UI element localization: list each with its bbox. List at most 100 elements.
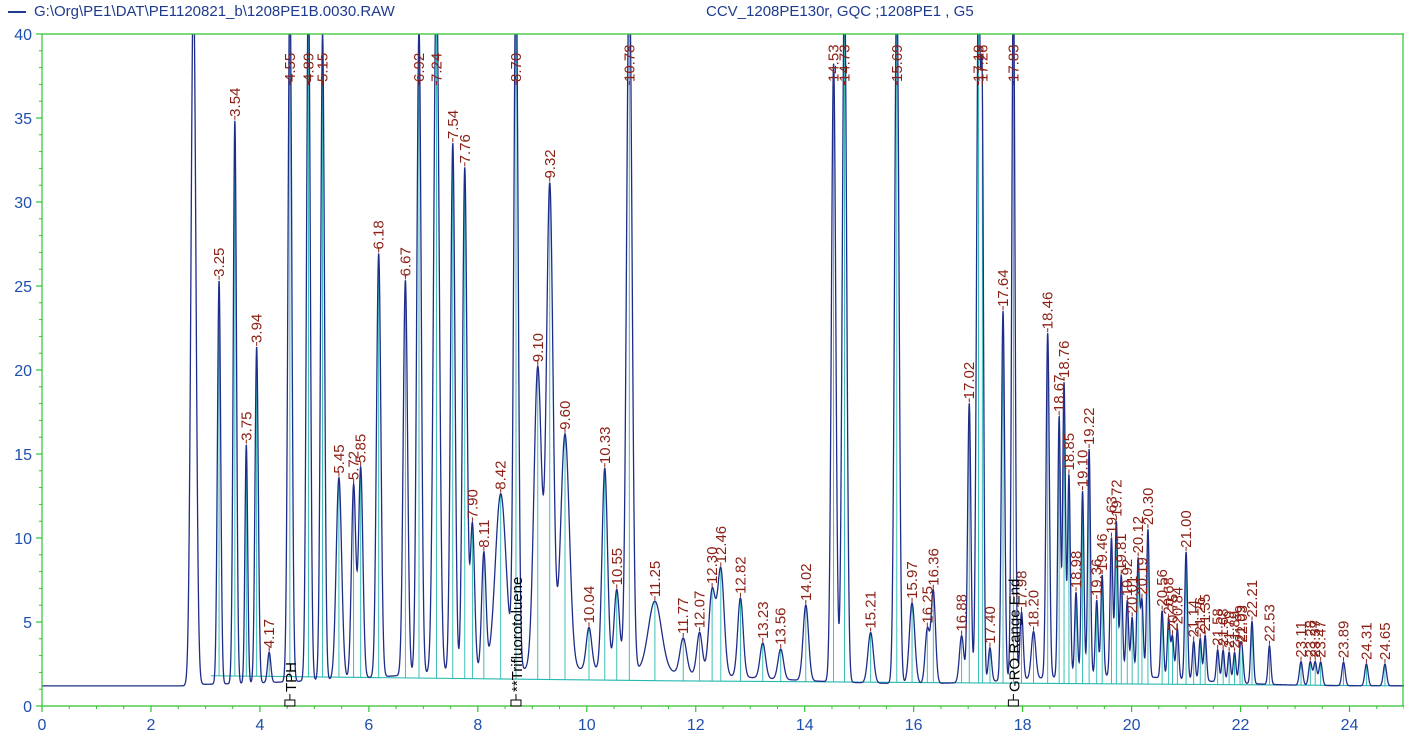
peak-retention-label: 21.26 — [1192, 597, 1209, 635]
peak-retention-label: 22.21 — [1244, 580, 1261, 618]
peak-retention-label: 10.33 — [597, 427, 614, 465]
peak-retention-label: 20.75 — [1164, 594, 1181, 632]
peak-retention-label: 4.89 — [300, 53, 317, 82]
peak-retention-label: 22.53 — [1261, 604, 1278, 642]
peak-retention-label: 18.46 — [1040, 292, 1057, 330]
peak-retention-label: 12.30 — [704, 546, 721, 584]
x-tick-label: 2 — [147, 717, 156, 734]
x-tick-label: 0 — [38, 717, 47, 734]
chromatogram-trace — [42, 34, 1404, 687]
y-tick-label: 25 — [14, 279, 32, 296]
peak-retention-label: 20.30 — [1140, 488, 1157, 526]
peak-retention-label: 15.97 — [904, 561, 921, 599]
peak-retention-label: 17.64 — [995, 269, 1012, 307]
peak-retention-label: 12.07 — [692, 591, 709, 629]
peak-retention-label: 18.85 — [1061, 433, 1078, 471]
integration-drop-lines — [210, 34, 1404, 687]
integration-baseline — [210, 675, 1404, 687]
peak-retention-label: 9.32 — [542, 149, 559, 178]
peak-retention-label: 21.35 — [1197, 594, 1214, 632]
peak-retention-label: 3.25 — [211, 248, 228, 277]
marker-box — [510, 699, 522, 707]
peak-retention-label: 21.14 — [1186, 600, 1203, 638]
peak-retention-label: 21.00 — [1178, 510, 1195, 548]
peak-retention-label: 6.18 — [371, 220, 388, 249]
peak-retention-label: 17.83 — [1005, 44, 1022, 82]
peak-retention-label: 5.72 — [346, 451, 363, 480]
peak-retention-label: 5.45 — [331, 444, 348, 473]
x-tick-label: 4 — [255, 717, 264, 734]
peak-retention-label: 4.55 — [282, 53, 299, 82]
peak-retention-label: 17.40 — [982, 606, 999, 644]
y-tick-label: 20 — [14, 363, 32, 380]
marker-box — [284, 699, 296, 707]
x-tick-label: 18 — [1014, 717, 1032, 734]
x-tick-label: 24 — [1341, 717, 1359, 734]
file-path-header: G:\Org\PE1\DAT\PE1120821_b\1208PE1B.0030… — [8, 3, 395, 20]
peak-retention-label: 7.90 — [464, 489, 481, 518]
peak-retention-label: 3.54 — [227, 88, 244, 117]
peak-retention-label: 16.88 — [954, 594, 971, 632]
peak-retention-label: 14.02 — [798, 563, 815, 601]
peak-retention-label: 9.10 — [530, 333, 547, 362]
x-tick-label: 12 — [687, 717, 705, 734]
peak-retention-label: 12.82 — [732, 556, 749, 594]
y-tick-label: 10 — [14, 531, 32, 548]
peak-retention-label: 13.23 — [755, 601, 772, 639]
peak-retention-label: 10.78 — [621, 44, 638, 82]
peak-retention-label: 20.19 — [1134, 557, 1151, 595]
peak-retention-label: 8.11 — [476, 520, 493, 548]
peak-retention-label: 21.58 — [1210, 608, 1227, 646]
peak-retention-label: 20.68 — [1161, 577, 1178, 615]
peak-retention-label: 24.65 — [1377, 622, 1394, 660]
peak-retention-label: 20.01 — [1124, 576, 1141, 614]
peak-retention-label: 10.55 — [609, 548, 626, 586]
peak-retention-label: 19.72 — [1108, 479, 1125, 517]
peak-retention-label: 18.76 — [1056, 340, 1073, 378]
peak-retention-label: 17.02 — [961, 362, 978, 400]
peak-retention-label: 17.98 — [1014, 571, 1031, 609]
trace-legend-swatch — [8, 11, 26, 14]
chromatogram-trace-layer — [42, 34, 1404, 687]
peak-retention-label: 23.37 — [1307, 620, 1324, 658]
peak-retention-label: 20.84 — [1169, 587, 1186, 625]
peak-retention-label: 11.77 — [675, 598, 692, 634]
peak-retention-label: 21.89 — [1227, 611, 1244, 649]
peak-retention-label: 8.42 — [493, 461, 510, 490]
y-tick-label: 15 — [14, 447, 32, 464]
event-marker-label: **Trifluorotoluene — [509, 577, 526, 692]
x-tick-label: 8 — [473, 717, 482, 734]
event-markers: TPH **Trifluorotoluene GRO Range End — [283, 577, 1023, 707]
peak-retention-label: 19.63 — [1103, 496, 1120, 534]
peak-retention-label: 13.56 — [773, 607, 790, 645]
peak-retention-label: 3.94 — [249, 314, 266, 343]
peak-retention-label: 23.28 — [1302, 620, 1319, 658]
y-tick-label: 35 — [14, 111, 32, 128]
peak-retention-label: 14.53 — [826, 44, 843, 82]
peak-retention-label: 18.67 — [1051, 375, 1068, 413]
x-tick-label: 22 — [1232, 717, 1250, 734]
peak-retention-label: 20.56 — [1154, 569, 1171, 607]
peak-retention-label: 17.26 — [974, 44, 991, 82]
peak-retention-label: 14.73 — [836, 44, 853, 82]
x-tick-label: 6 — [364, 717, 373, 734]
peak-retention-label: 18.98 — [1068, 551, 1085, 589]
peak-retention-label: 10.04 — [581, 586, 598, 624]
y-tick-label: 40 — [14, 27, 32, 44]
peak-retention-label: 3.75 — [238, 411, 255, 440]
peak-retention-label: 20.12 — [1130, 516, 1147, 554]
event-marker-label: TPH — [283, 662, 300, 692]
peak-retention-label: 18.20 — [1026, 590, 1043, 628]
x-tick-label: 16 — [905, 717, 923, 734]
peak-retention-label: 22.03 — [1234, 605, 1251, 643]
x-tick-label: 10 — [578, 717, 596, 734]
event-marker-label: GRO Range End — [1006, 579, 1023, 692]
y-tick-label: 0 — [23, 699, 32, 716]
peak-retention-label: 5.85 — [353, 434, 370, 463]
peak-retention-label: 24.31 — [1358, 622, 1375, 660]
peak-retention-label: 7.54 — [445, 110, 462, 139]
x-tick-label: 14 — [796, 717, 814, 734]
peak-retention-label: 19.36 — [1089, 559, 1106, 597]
